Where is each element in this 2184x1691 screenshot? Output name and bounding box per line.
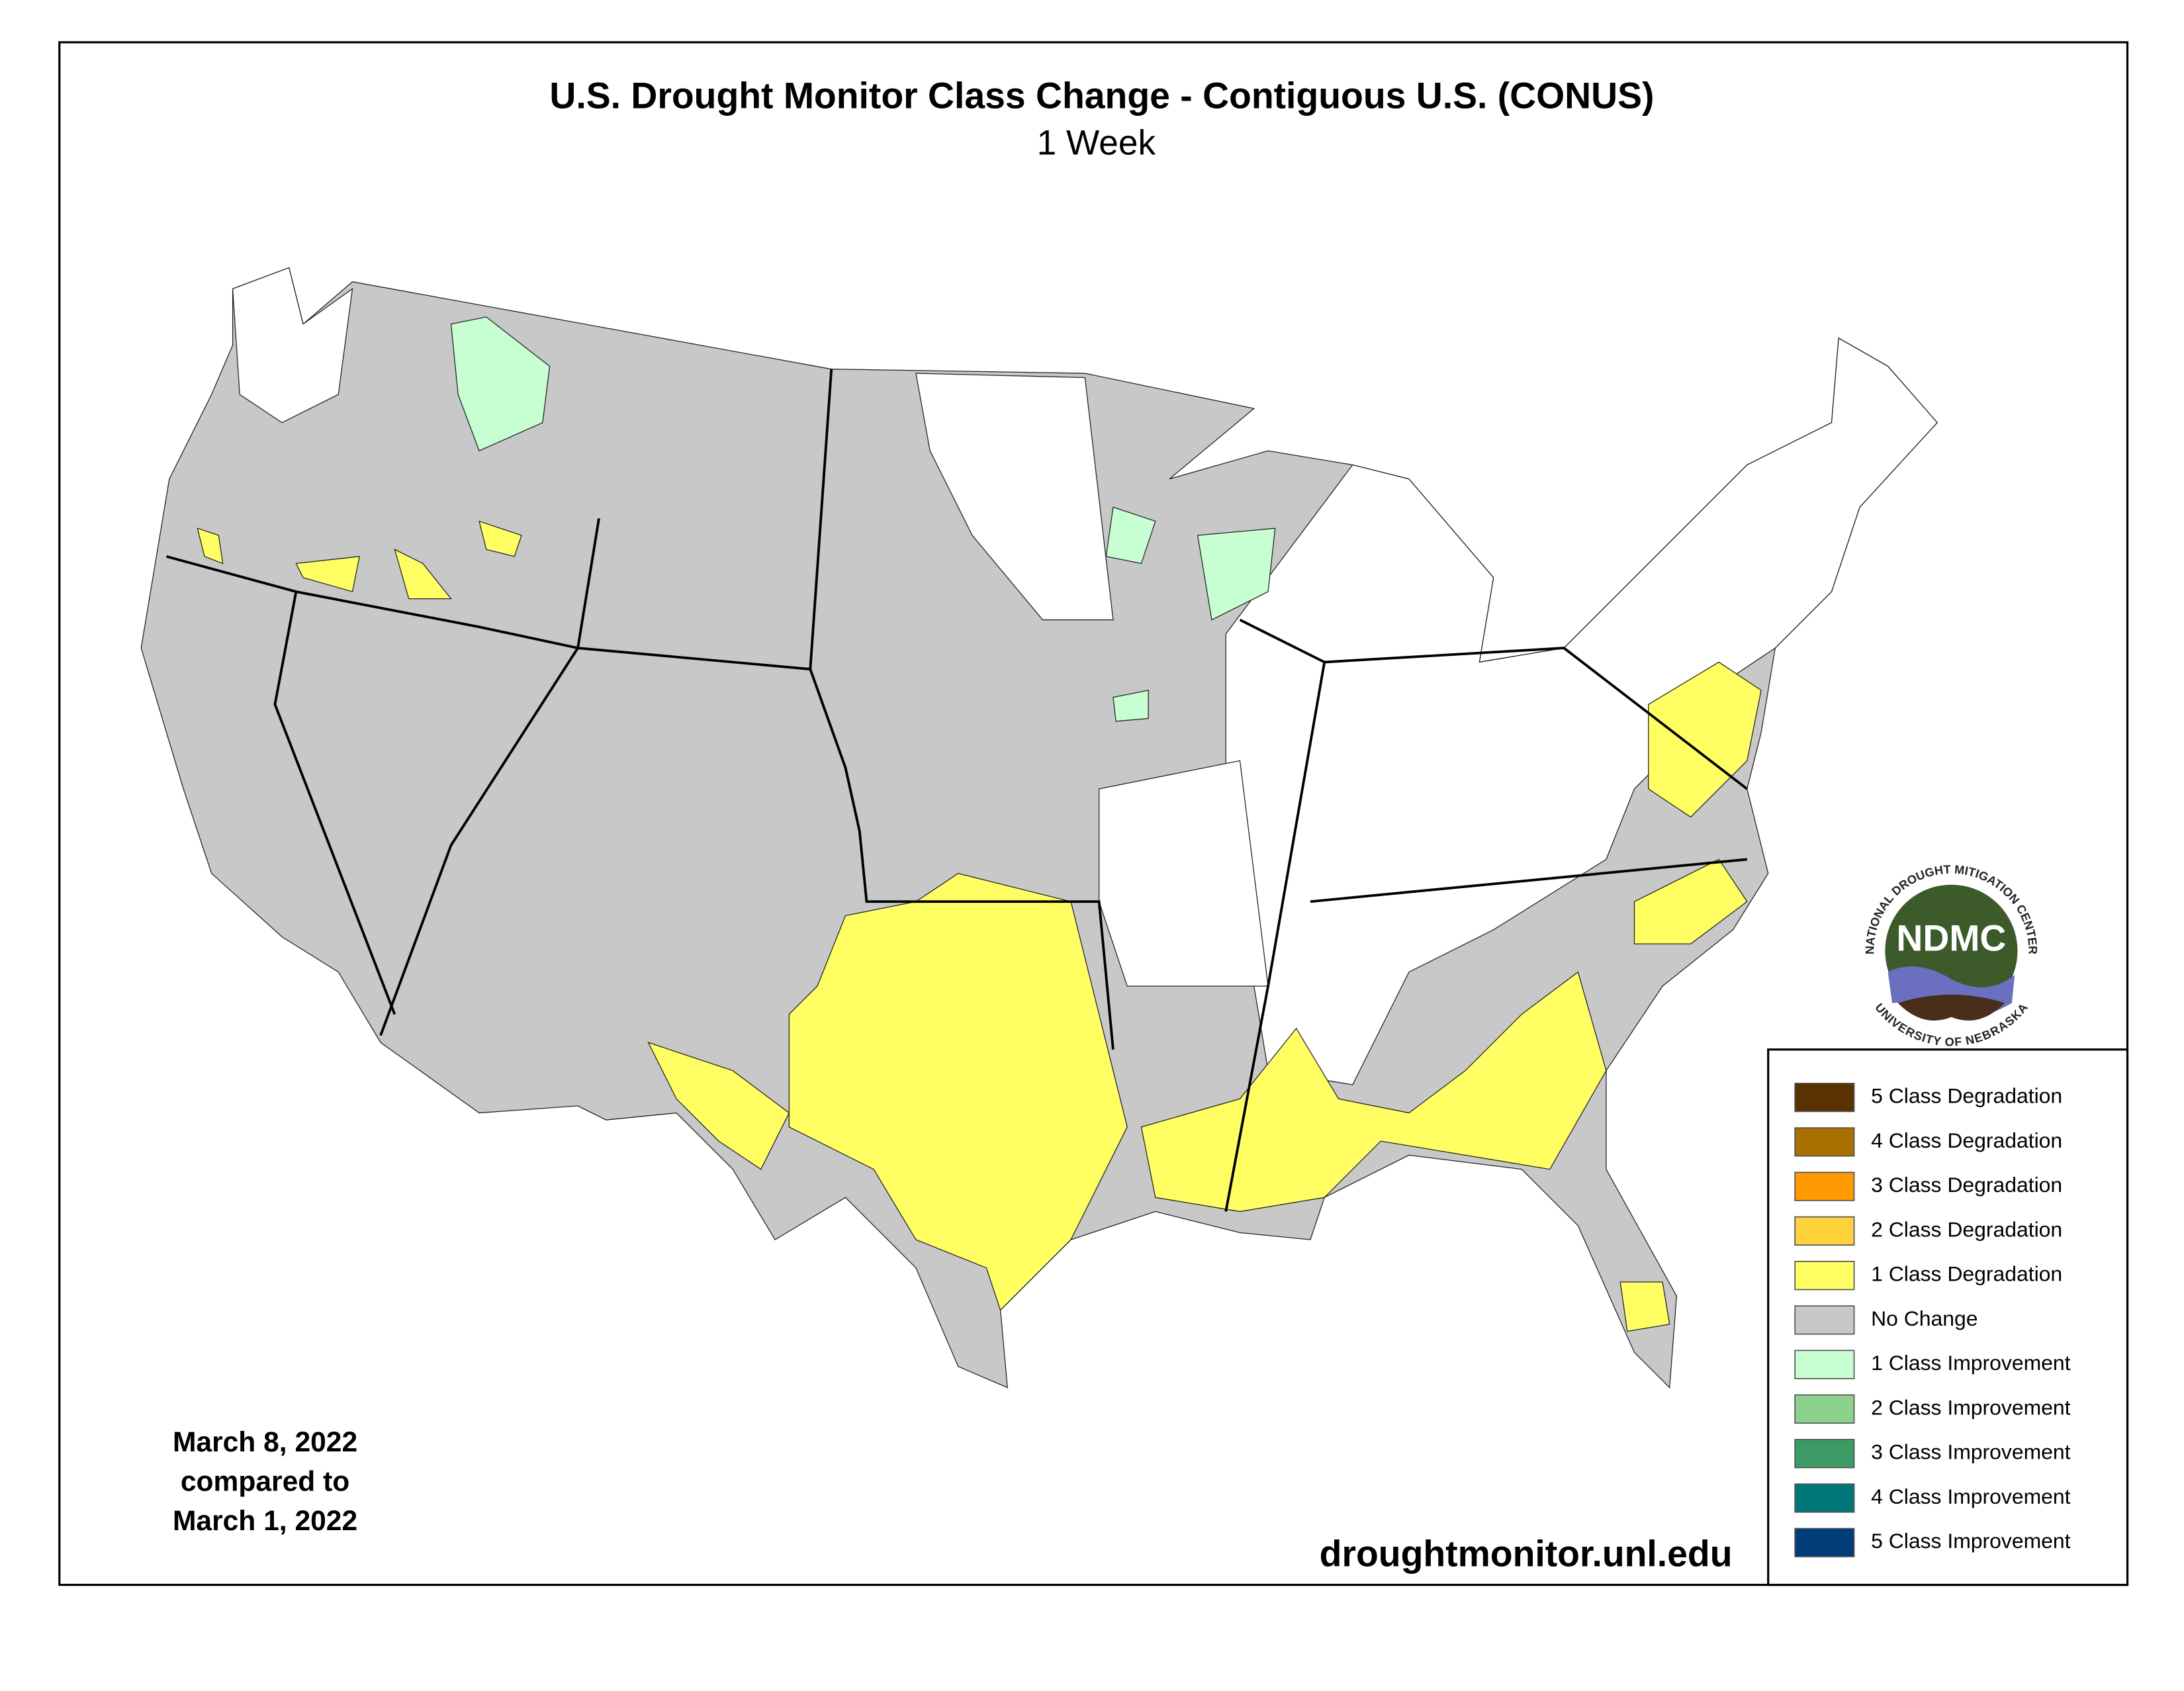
wisconsin-improvement	[1197, 527, 1276, 621]
legend-label: No Change	[1871, 1306, 1978, 1330]
state-borders	[166, 369, 1748, 1212]
legend-label: 1 Class Improvement	[1871, 1351, 2071, 1375]
legend-label: 4 Class Degradation	[1871, 1128, 2062, 1152]
oregon-degradation	[197, 527, 224, 565]
legend-label: 5 Class Improvement	[1871, 1529, 2071, 1553]
idaho-degradation-2	[478, 520, 522, 557]
subtitle: 1 Week	[1037, 123, 1156, 162]
legend-swatch	[1794, 1483, 1855, 1513]
legend-swatch	[1794, 1394, 1855, 1424]
florida-degradation	[1619, 1281, 1670, 1332]
legend-label: 1 Class Degradation	[1871, 1262, 2062, 1286]
gulf-degradation	[1140, 971, 1607, 1212]
legend-label: 5 Class Degradation	[1871, 1084, 2062, 1108]
montana-improvement	[450, 316, 551, 451]
source-url: droughtmonitor.unl.edu	[1320, 1533, 1733, 1575]
legend-swatch	[1794, 1439, 1855, 1469]
legend-swatch	[1794, 1528, 1855, 1557]
idaho-degradation	[394, 548, 452, 600]
logo-acronym: NDMC	[1896, 917, 2006, 958]
us-map	[140, 267, 1938, 1389]
logo-earth	[1897, 994, 2005, 1021]
legend-swatch	[1794, 1083, 1855, 1113]
legend-swatch	[1794, 1261, 1855, 1291]
legend-swatch	[1794, 1305, 1855, 1335]
title: U.S. Drought Monitor Class Change - Cont…	[549, 75, 1654, 116]
iowa-improvement	[1113, 690, 1149, 722]
border	[1224, 618, 1326, 1212]
carolina-degradation	[1633, 858, 1748, 944]
border	[379, 518, 600, 1036]
border	[273, 591, 396, 1015]
border	[1310, 858, 1747, 903]
legend-label: 4 Class Improvement	[1871, 1485, 2071, 1508]
legend-swatch	[1794, 1171, 1855, 1201]
southwest-degradation	[647, 1042, 790, 1170]
legend-swatch	[1794, 1127, 1855, 1157]
legend-label: 3 Class Improvement	[1871, 1440, 2071, 1464]
border	[1324, 647, 1748, 790]
north-no-drought	[915, 373, 1114, 621]
minnesota-improvement	[1105, 506, 1156, 565]
date-note: March 8, 2022 compared to March 1, 2022	[173, 1426, 357, 1537]
legend-swatch	[1794, 1216, 1855, 1246]
date-line: March 1, 2022	[173, 1505, 357, 1537]
legend-label: 2 Class Degradation	[1871, 1217, 2062, 1241]
date-line: March 8, 2022	[173, 1426, 357, 1458]
border	[809, 369, 833, 670]
legend-label: 3 Class Degradation	[1871, 1173, 2062, 1197]
midsouth-no-drought	[1099, 760, 1269, 987]
border	[166, 555, 1115, 1050]
east-no-drought	[1225, 337, 1938, 1085]
improvement-areas	[450, 316, 1276, 722]
texas-degradation	[788, 873, 1128, 1311]
legend-swatch	[1794, 1349, 1855, 1379]
date-line: compared to	[181, 1466, 349, 1498]
northwest-no-drought	[232, 267, 353, 424]
legend-label: 2 Class Improvement	[1871, 1395, 2071, 1419]
midatlantic-degradation	[1648, 661, 1762, 818]
legend: 5 Class Degradation 4 Class Degradation 3 …	[1794, 1083, 2071, 1557]
northwest-degradation	[295, 556, 360, 592]
degradation-areas	[197, 520, 1762, 1332]
